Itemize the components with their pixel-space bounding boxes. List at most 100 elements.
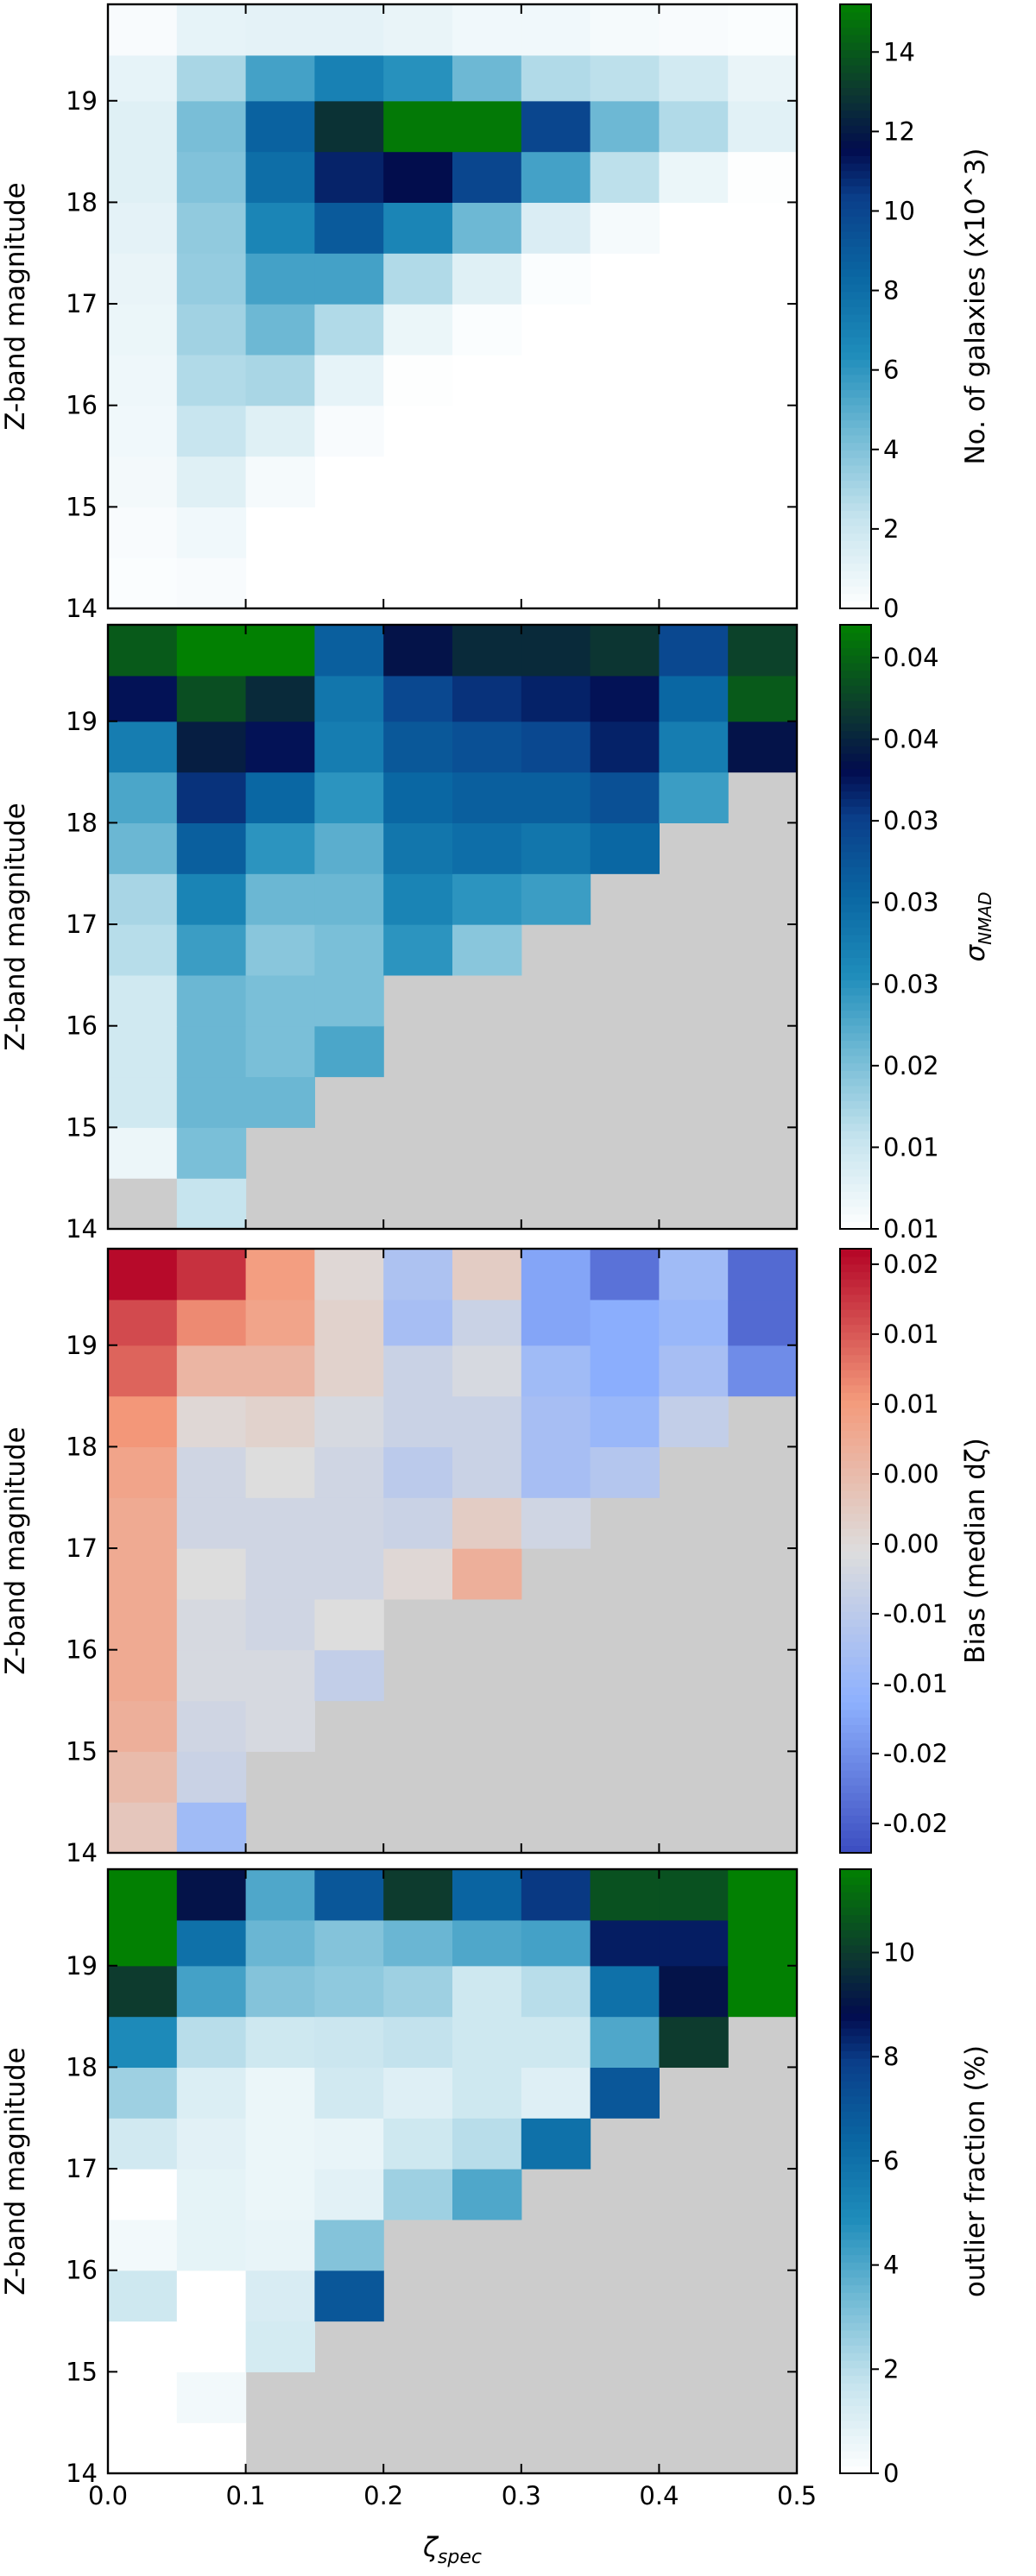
colorbar-tick-label: 0.01 <box>883 1389 939 1419</box>
colorbar-segment <box>840 1460 871 1469</box>
heatmap-cell <box>314 2169 384 2220</box>
heatmap-cell <box>659 772 729 824</box>
heatmap-cell <box>314 873 384 925</box>
colorbar-segment <box>840 2397 871 2407</box>
y-tick-label: 16 <box>66 391 98 420</box>
heatmap-cell <box>659 151 729 204</box>
colorbar-segment <box>840 2359 871 2369</box>
colorbar-segment <box>840 1017 871 1026</box>
heatmap-cell <box>590 2016 660 2069</box>
heatmap-cell <box>659 54 729 102</box>
colorbar-segment <box>840 1249 871 1257</box>
colorbar-segment <box>840 1445 871 1454</box>
colorbar-segment <box>840 1332 871 1340</box>
colorbar-segment <box>840 223 871 232</box>
heatmap-cell <box>245 625 315 677</box>
heatmap-cell <box>452 772 522 824</box>
heatmap-cell <box>108 625 178 677</box>
heatmap-cell <box>521 625 591 677</box>
colorbar-segment <box>840 1634 871 1642</box>
heatmap-cell <box>521 1965 591 2018</box>
heatmap-cell <box>245 100 315 153</box>
heatmap-cell <box>590 1395 660 1448</box>
colorbar-segment <box>840 1906 871 1916</box>
heatmap-cell <box>245 822 315 874</box>
heatmap-cell <box>314 2270 384 2322</box>
heatmap-cell <box>176 2219 247 2271</box>
heatmap-cell <box>452 2169 522 2220</box>
y-tick-label: 15 <box>66 492 98 521</box>
colorbar-tick-label: 0.04 <box>883 725 939 754</box>
heatmap-cell <box>452 924 522 976</box>
colorbar-tick-label: 6 <box>883 2146 899 2176</box>
heatmap-cell <box>728 1299 798 1346</box>
colorbar-segment <box>840 2073 871 2082</box>
heatmap-cell <box>383 1345 453 1397</box>
heatmap-cell <box>383 1299 453 1346</box>
heatmap-cell <box>452 625 522 677</box>
heatmap-cell <box>176 2371 247 2423</box>
colorbar-segment <box>840 2035 871 2044</box>
colorbar-segment <box>840 117 871 126</box>
heatmap-cell <box>176 1751 247 1803</box>
colorbar-segment <box>840 19 871 28</box>
heatmap-cell <box>383 772 453 824</box>
heatmap-cell <box>245 4 315 56</box>
colorbar-segment <box>840 1937 871 1946</box>
colorbar-segment <box>840 2413 871 2422</box>
heatmap-cell <box>108 1299 178 1346</box>
heatmap-cell <box>590 1919 660 1967</box>
heatmap-cell <box>108 2321 178 2372</box>
colorbar-segment <box>840 1664 871 1672</box>
colorbar-segment <box>840 632 871 641</box>
colorbar-segment <box>840 790 871 800</box>
heatmap-cell <box>590 625 660 677</box>
colorbar: 0 2 4 6 8 10 outlier fraction (%) <box>839 1868 991 2488</box>
colorbar-segment <box>840 647 871 656</box>
colorbar-tick-label: 0.00 <box>883 1529 939 1559</box>
colorbar-tick-label: 8 <box>883 2042 899 2071</box>
heatmap-cell <box>245 1395 315 1448</box>
heatmap-cell <box>108 1548 178 1600</box>
heatmap-cell <box>245 1249 315 1301</box>
colorbar-segment <box>840 1339 871 1348</box>
heatmap-cell <box>728 100 798 153</box>
heatmap-cell <box>590 1446 660 1498</box>
heatmap-cell <box>521 873 591 925</box>
colorbar-segment <box>840 125 871 134</box>
colorbar-segment <box>840 321 871 331</box>
heatmap-cell <box>383 2118 453 2170</box>
y-axis-label: Z-band magnitude <box>0 803 31 1050</box>
heatmap-cell <box>314 2016 384 2069</box>
heatmap-cell <box>452 1548 522 1600</box>
colorbar-segment <box>840 1324 871 1333</box>
colorbar-tick-label: 0.01 <box>883 1214 939 1244</box>
heatmap-cell <box>314 253 384 305</box>
y-tick-label: 14 <box>66 594 98 623</box>
colorbar-segment <box>840 140 871 149</box>
colorbar-segment <box>840 1108 871 1117</box>
colorbar-segment <box>840 934 871 943</box>
colorbar-segment <box>840 87 871 96</box>
x-tick-label: 0.4 <box>639 2481 679 2510</box>
colorbar-segment <box>840 2232 871 2240</box>
heatmap-cell <box>383 2067 453 2119</box>
colorbar-segment <box>840 1899 871 1908</box>
colorbar-segment <box>840 1115 871 1124</box>
heatmap-cell <box>452 1965 522 2018</box>
heatmap-cell <box>176 2270 247 2322</box>
heatmap-cell <box>245 2118 315 2170</box>
colorbar-segment <box>840 813 871 822</box>
heatmap-cell <box>590 675 660 722</box>
colorbar-tick-label: 6 <box>883 356 899 385</box>
colorbar-segment <box>840 1175 871 1185</box>
heatmap-cell <box>728 1249 798 1301</box>
heatmap-cell <box>176 1497 247 1549</box>
colorbar-segment <box>840 1271 871 1280</box>
colorbar-segment <box>840 253 871 262</box>
heatmap-cell <box>108 2219 178 2271</box>
colorbar-segment <box>840 1093 871 1102</box>
colorbar-segment <box>840 2443 871 2452</box>
colorbar-segment <box>840 881 871 891</box>
colorbar: -0.02 -0.02 -0.01 -0.01 0.00 0.00 0.01 0.01 0.02… <box>839 1248 991 1854</box>
